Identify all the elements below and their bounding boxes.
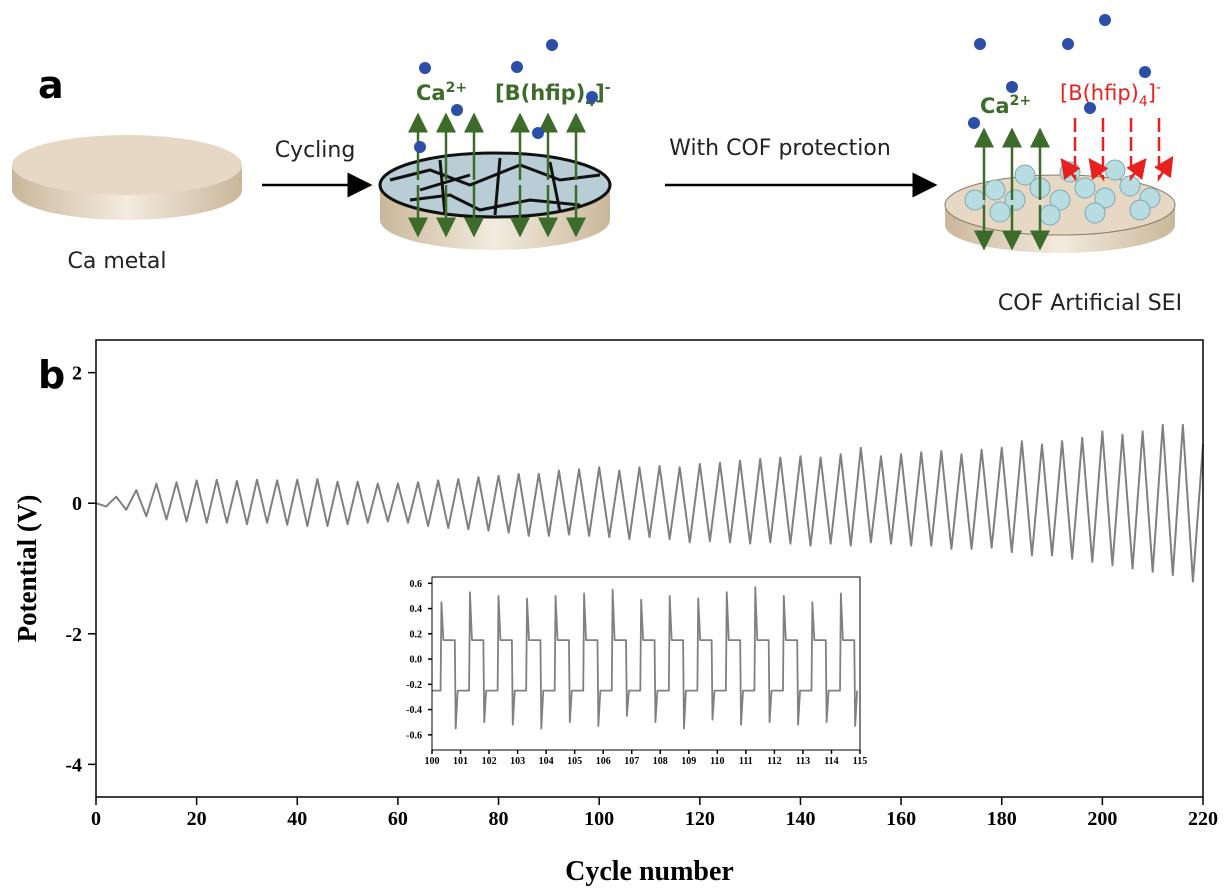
blocked-arrows: [1060, 118, 1174, 183]
x-tick-label: 180: [987, 808, 1017, 830]
y-tick-label: 0.0: [410, 655, 423, 666]
ion-arrows: [974, 127, 1050, 251]
disk-label: COF Artificial SEI: [998, 291, 1182, 316]
x-tick-label: 105: [567, 756, 582, 767]
x-tick-label: 20: [187, 808, 207, 830]
x-tick-label: 140: [785, 808, 815, 830]
y-tick-label: 0.2: [410, 629, 423, 640]
ion-dots: [414, 14, 1151, 153]
disk-top: [12, 135, 242, 195]
x-tick-label: 220: [1188, 808, 1218, 830]
arrow-label: Cycling: [275, 138, 356, 163]
charge: 2+: [446, 80, 467, 96]
x-tick-label: 106: [596, 756, 611, 767]
anion: [B(hfip): [495, 81, 585, 105]
x-tick-label: 107: [624, 756, 639, 767]
y-tick-label: -0.6: [406, 730, 422, 741]
y-axis-label: Potential (V): [12, 495, 42, 643]
x-tick-label: 108: [653, 756, 668, 767]
cation: Ca: [416, 81, 446, 105]
subscript: 4: [1139, 94, 1148, 110]
x-tick-label: 60: [388, 808, 408, 830]
arrow-label: With COF protection: [669, 136, 891, 161]
panel-label: a: [38, 63, 64, 107]
data-line: [95, 423, 1204, 583]
x-tick-label: 101: [453, 756, 468, 767]
cracks: [389, 157, 601, 216]
anion: [B(hfip): [1060, 81, 1139, 105]
x-tick-label: 112: [767, 756, 781, 767]
x-tick-label: 110: [710, 756, 724, 767]
x-tick-label: 80: [489, 808, 509, 830]
x-tick-label: 100: [425, 756, 440, 767]
y-tick-label: 0.6: [410, 579, 423, 590]
charge: -: [605, 80, 611, 96]
x-tick-label: 100: [584, 808, 614, 830]
y-tick-label: -2: [65, 624, 82, 646]
x-tick-label: 103: [510, 756, 525, 767]
x-tick-label: 114: [824, 756, 838, 767]
charge: -: [1156, 80, 1161, 96]
y-tick-label: -0.2: [406, 680, 422, 691]
x-axis-label: Cycle number: [565, 856, 734, 887]
x-tick-label: 113: [796, 756, 810, 767]
disk-label: Ca metal: [67, 249, 166, 274]
y-tick-label: -4: [65, 754, 82, 776]
x-tick-label: 102: [482, 756, 497, 767]
schematic: a Ca metal Cycling Ca2+ [B(hfip)4]- With…: [12, 14, 1182, 316]
x-tick-label: 104: [539, 756, 554, 767]
x-tick-label: 111: [739, 756, 753, 767]
x-tick-label: 200: [1087, 808, 1117, 830]
data-line: [432, 586, 859, 730]
anion-label: [B(hfip)4]-: [1060, 80, 1161, 110]
y-tick-label: 0: [72, 493, 82, 515]
cation: Ca: [980, 94, 1010, 118]
x-tick-label: 115: [853, 756, 867, 767]
x-tick-label: 120: [685, 808, 715, 830]
plot-frame: [431, 576, 861, 751]
panel-label: b: [38, 353, 65, 397]
y-tick-label: 2: [72, 363, 82, 385]
x-tick-label: 160: [886, 808, 916, 830]
plot-frame: [95, 339, 1204, 798]
y-tick-label: -0.4: [406, 705, 422, 716]
ion-arrows: [408, 112, 586, 238]
x-tick-label: 109: [681, 756, 696, 767]
charge: 2+: [1010, 93, 1031, 109]
x-tick-label: 0: [91, 808, 101, 830]
cation-label: Ca2+: [416, 80, 467, 105]
y-tick-label: 0.4: [410, 604, 423, 615]
cation-label: Ca2+: [980, 93, 1031, 118]
x-tick-label: 40: [287, 808, 307, 830]
plot-area: [432, 577, 860, 750]
